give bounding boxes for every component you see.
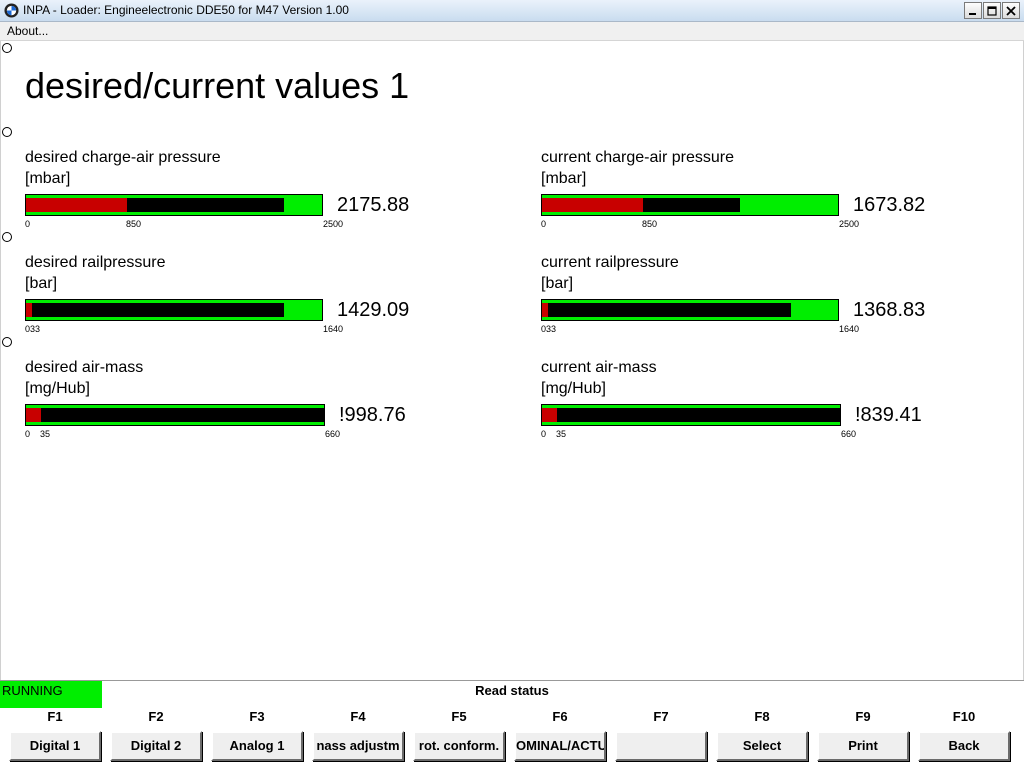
nominal-actual-button[interactable]: OMINAL/ACTU. xyxy=(514,731,606,761)
gauge-max-tick: 1640 xyxy=(839,324,860,334)
gauge-bar xyxy=(541,299,839,321)
gauge-unit: [mg/Hub] xyxy=(541,380,606,397)
gauge-unit: [mbar] xyxy=(541,170,587,187)
analog-1-button[interactable]: Analog 1 xyxy=(211,731,303,761)
gauge-mid-tick: 850 xyxy=(642,219,658,229)
gauge-bar-red-zone xyxy=(542,408,557,422)
radio-indicator-icon xyxy=(2,337,12,347)
gauge-min-tick: 033 xyxy=(541,324,557,334)
fkey-label-f7: F7 xyxy=(653,709,669,724)
title-bar: INPA - Loader: Engineelectronic DDE50 fo… xyxy=(0,0,1024,22)
fkey-label-f2: F2 xyxy=(148,709,164,724)
gauge-unit: [bar] xyxy=(25,275,58,292)
fkey-label-f10: F10 xyxy=(952,709,976,724)
gauge-bar xyxy=(541,194,839,216)
gauge-max-tick: 2500 xyxy=(323,219,344,229)
mass-adjustment-button[interactable]: nass adjustm xyxy=(312,731,404,761)
gauge-bar-fill xyxy=(26,303,284,317)
gauge-mid-tick: 850 xyxy=(126,219,142,229)
radio-indicator-icon xyxy=(2,232,12,242)
gauge-value: 1368.83 xyxy=(853,299,926,321)
gauge-max-tick: 660 xyxy=(325,429,341,439)
gauge-label: desired railpressure xyxy=(25,254,166,271)
digital-2-button[interactable]: Digital 2 xyxy=(110,731,202,761)
fkey-label-f4: F4 xyxy=(350,709,366,724)
page-title: desired/current values 1 xyxy=(25,65,410,106)
gauge-max-tick: 660 xyxy=(841,429,857,439)
status-bar: RUNNING Read status F1 F2 F3 F4 F5 F6 F7… xyxy=(0,680,1024,768)
minimize-icon[interactable] xyxy=(964,2,982,19)
gauge-value: !998.76 xyxy=(339,404,406,426)
gauge-value: !839.41 xyxy=(855,404,922,426)
gauge-value: 2175.88 xyxy=(337,194,410,216)
gauge-bar-red-zone xyxy=(26,408,41,422)
gauge-bar-red-zone xyxy=(542,198,643,212)
gauge-unit: [mbar] xyxy=(25,170,71,187)
gauge-min-tick: 0 xyxy=(541,219,547,229)
gauge-bar xyxy=(25,194,323,216)
fkey-label-f6: F6 xyxy=(552,709,568,724)
gauge-min-tick: 033 xyxy=(25,324,41,334)
gauge-bar-red-zone xyxy=(26,198,127,212)
print-button[interactable]: Print xyxy=(817,731,909,761)
gauge-min-tick: 0 xyxy=(25,429,31,439)
gauge-label: current charge-air pressure xyxy=(541,149,734,166)
gauge-unit: [mg/Hub] xyxy=(25,380,90,397)
close-icon[interactable] xyxy=(1002,2,1020,19)
rot-conform-button[interactable]: rot. conform. xyxy=(413,731,505,761)
gauge-bar xyxy=(25,404,325,426)
radio-indicator-icon xyxy=(2,43,12,53)
gauge-value: 1673.82 xyxy=(853,194,926,216)
digital-1-button[interactable]: Digital 1 xyxy=(9,731,101,761)
fkey-label-f1: F1 xyxy=(47,709,63,724)
gauge-bar-red-zone xyxy=(542,303,548,317)
menu-bar: About... xyxy=(0,22,1024,41)
bmw-logo-icon xyxy=(4,3,19,18)
maximize-icon[interactable] xyxy=(983,2,1001,19)
gauge-bar-fill xyxy=(26,408,324,422)
select-button[interactable]: Select xyxy=(716,731,808,761)
fkey-label-f8: F8 xyxy=(754,709,770,724)
gauge-bar-fill xyxy=(542,408,840,422)
gauge-unit: [bar] xyxy=(541,275,574,292)
gauge-bar xyxy=(25,299,323,321)
menu-about[interactable]: About... xyxy=(7,24,49,38)
status-badge: RUNNING xyxy=(0,681,102,708)
gauge-min-tick: 0 xyxy=(541,429,547,439)
fkey-label-f9: F9 xyxy=(855,709,871,724)
back-button[interactable]: Back xyxy=(918,731,1010,761)
gauge-label: desired charge-air pressure xyxy=(25,149,221,166)
gauge-max-tick: 1640 xyxy=(323,324,344,334)
gauge-bar-fill xyxy=(542,303,791,317)
gauge-mid-tick: 35 xyxy=(40,429,51,439)
gauge-min-tick: 0 xyxy=(25,219,31,229)
status-message: Read status xyxy=(475,683,549,698)
f7-empty-button[interactable] xyxy=(615,731,707,761)
window-title: INPA - Loader: Engineelectronic DDE50 fo… xyxy=(23,3,349,17)
gauge-value: 1429.09 xyxy=(337,299,410,321)
gauge-label: current air-mass xyxy=(541,359,657,376)
gauge-label: desired air-mass xyxy=(25,359,144,376)
main-content: desired/current values 1 desired charge-… xyxy=(0,41,1024,680)
fkey-label-f5: F5 xyxy=(451,709,467,724)
fkey-label-f3: F3 xyxy=(249,709,265,724)
gauge-bar-red-zone xyxy=(26,303,32,317)
radio-indicator-icon xyxy=(2,127,12,137)
gauge-max-tick: 2500 xyxy=(839,219,860,229)
gauge-bar xyxy=(541,404,841,426)
gauge-label: current railpressure xyxy=(541,254,679,271)
gauge-mid-tick: 35 xyxy=(556,429,567,439)
